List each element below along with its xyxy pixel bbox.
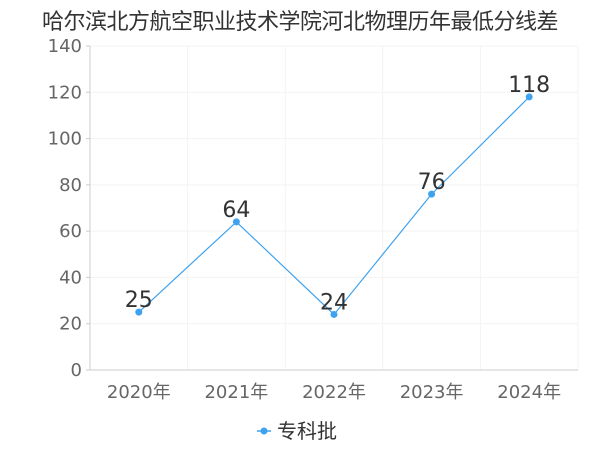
y-tick-label: 40 — [59, 267, 82, 288]
data-point — [330, 310, 338, 318]
legend[interactable]: 专科批 — [257, 419, 337, 443]
y-tick-label: 60 — [59, 221, 82, 242]
x-tick-label: 2022年 — [302, 382, 366, 403]
series-group — [135, 93, 533, 318]
y-tick-label: 120 — [48, 82, 82, 103]
data-point — [135, 308, 143, 316]
grid-lines — [89, 45, 579, 371]
x-tick-label: 2024年 — [497, 382, 561, 403]
data-labels: 25 64 24 76 118 — [125, 73, 550, 316]
x-tick-label: 2020年 — [107, 382, 171, 403]
legend-label: 专科批 — [277, 419, 337, 443]
y-tick-label: 20 — [59, 314, 82, 335]
data-point — [525, 93, 533, 101]
x-tick-label: 2021年 — [204, 382, 268, 403]
axes — [89, 46, 578, 371]
x-axis-ticks: 2020年 2021年 2022年 2023年 2024年 — [107, 382, 561, 403]
y-tick-label: 140 — [48, 36, 82, 57]
data-label: 64 — [222, 198, 250, 223]
data-label: 24 — [320, 290, 348, 315]
y-tick-label: 100 — [48, 129, 82, 150]
chart-title: 哈尔滨北方航空职业技术学院河北物理历年最低分线差 — [41, 10, 559, 35]
legend-marker — [260, 427, 268, 435]
y-tick-label: 0 — [71, 360, 82, 381]
data-label: 76 — [418, 170, 446, 195]
x-tick-label: 2023年 — [400, 382, 464, 403]
data-point — [232, 218, 240, 226]
data-label: 25 — [125, 288, 153, 313]
y-axis-ticks: 0 20 40 60 80 100 120 140 — [48, 36, 90, 381]
y-tick-label: 80 — [59, 175, 82, 196]
data-label: 118 — [508, 73, 550, 98]
series-line — [138, 96, 530, 316]
data-point — [428, 190, 436, 198]
